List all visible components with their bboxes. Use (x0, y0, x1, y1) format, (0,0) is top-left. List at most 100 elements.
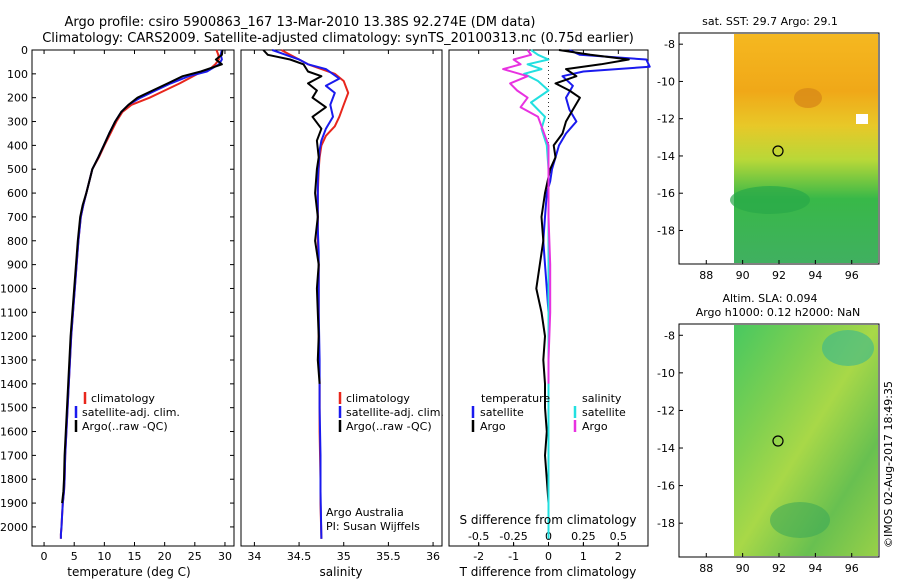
sst-missing-data (856, 114, 868, 124)
sst-map-axes: 88 90 92 94 96 -8 -10 -12 -14 -16 -18 (657, 38, 859, 282)
salinity-plot-frame (240, 49, 443, 547)
lon-tick-label: 96 (845, 562, 859, 575)
depth-tick-label: 100 (7, 68, 28, 81)
legend-climatology: climatology (91, 392, 155, 405)
depth-tick-label: 700 (7, 211, 28, 224)
sla-title-line1: Altim. SLA: 0.094 (722, 292, 817, 305)
t-diff-tick-label: -1 (508, 550, 519, 563)
lon-tick-label: 90 (736, 562, 750, 575)
sla-low-patch (822, 330, 874, 366)
depth-tick-label: 300 (7, 116, 28, 129)
lon-tick-label: 96 (845, 269, 859, 282)
figure-title-line2: Climatology: CARS2009. Satellite-adjuste… (42, 31, 634, 46)
depth-tick-label: 1900 (0, 497, 28, 510)
lon-tick-label: 94 (808, 269, 822, 282)
argo-location-marker (772, 435, 784, 447)
legend-satellite: satellite-adj. clim. (82, 406, 180, 419)
x-tick-label: 20 (158, 550, 172, 563)
t-diff-tick-label: -2 (473, 550, 484, 563)
legend-salinity-title: salinity (582, 392, 622, 405)
sst-map: sat. SST: 29.7 Argo: 29.1 88 90 92 94 96 -8 -1… (657, 15, 880, 282)
depth-tick-label: 1100 (0, 306, 28, 319)
depth-tick-label: 2000 (0, 521, 28, 534)
argo-location-marker (772, 145, 784, 157)
salinity-panel: 34 34.5 35 35.5 36 salinity climatology sate… (240, 49, 444, 579)
salinity-series (262, 49, 350, 539)
series-satellite-adj-clim (271, 49, 341, 539)
t-diff-tick-label: 0 (545, 550, 552, 563)
x-tick-label: 5 (71, 550, 78, 563)
sst-cool-patch (730, 186, 810, 214)
depth-tick-label: 400 (7, 139, 28, 152)
depth-tick-label: 500 (7, 163, 28, 176)
legend-temperature-title: temperature (481, 392, 550, 405)
depth-tick-label: 800 (7, 235, 28, 248)
depth-tick-label: 1600 (0, 426, 28, 439)
lat-tick-label: -10 (657, 75, 675, 88)
x-tick-label: 25 (188, 550, 202, 563)
x-tick-label: 35 (337, 550, 351, 563)
series-argo-raw-qc (61, 49, 224, 504)
series-argo-raw-qc (262, 49, 327, 384)
temperature-series (59, 49, 224, 539)
temperature-plot-frame (31, 49, 235, 547)
sst-warm-patch (794, 88, 822, 108)
depth-tick-label: 600 (7, 187, 28, 200)
difference-panel: -2 -1 0 1 2-0.5 -0.25 0 0.25 0.5 S difference fr… (448, 49, 651, 579)
salinity-legend: climatology satellite-adj. clim. Argo(..… (338, 392, 444, 433)
difference-legend: temperature satellite Argo salinity sate… (471, 392, 626, 433)
lon-tick-label: 88 (699, 269, 713, 282)
lat-tick-label: -8 (664, 329, 675, 342)
x-tick-label: 30 (218, 550, 232, 563)
lat-tick-label: -8 (664, 38, 675, 51)
x-tick-label: 10 (97, 550, 111, 563)
lat-tick-label: -18 (657, 517, 675, 530)
annotation-program: Argo Australia (326, 506, 404, 519)
legend-t-satellite: satellite (480, 406, 524, 419)
annotation-pi: PI: Susan Wijffels (326, 520, 420, 533)
x-tick-label: 15 (128, 550, 142, 563)
legend-argo: Argo(..raw -QC) (346, 420, 432, 433)
x-tick-label: 36 (426, 550, 440, 563)
temperature-x-label: temperature (deg C) (67, 565, 190, 579)
legend-s-argo: Argo (582, 420, 608, 433)
legend-s-satellite: satellite (582, 406, 626, 419)
depth-tick-label: 1000 (0, 282, 28, 295)
lon-tick-label: 90 (736, 269, 750, 282)
legend-satellite: satellite-adj. clim. (346, 406, 444, 419)
temperature-x-axis: 0 5 10 15 20 25 30 (41, 50, 232, 563)
s-diff-tick-label: -0.5 (468, 530, 489, 543)
sst-field (734, 34, 878, 263)
legend-argo: Argo(..raw -QC) (82, 420, 168, 433)
temperature-legend: climatology satellite-adj. clim. Argo(..… (74, 392, 180, 433)
temperature-panel: 0100200300400500600700800900100011001200… (0, 44, 648, 579)
s-diff-tick-label: 0.5 (610, 530, 628, 543)
depth-tick-label: 1300 (0, 354, 28, 367)
lon-tick-label: 92 (772, 562, 786, 575)
depth-tick-label: 1700 (0, 449, 28, 462)
series-salinity-argo (502, 49, 552, 384)
salinity-x-axis: 34 34.5 35 35.5 36 (247, 50, 440, 563)
series-temperature-argo (535, 49, 630, 504)
depth-tick-label: 900 (7, 259, 28, 272)
lon-tick-label: 88 (699, 562, 713, 575)
lat-tick-label: -18 (657, 224, 675, 237)
sla-map: Altim. SLA: 0.094 Argo h1000: 0.12 h2000… (657, 292, 880, 575)
t-diff-tick-label: 1 (580, 550, 587, 563)
legend-t-argo: Argo (480, 420, 506, 433)
figure-title-line1: Argo profile: csiro 5900863_167 13-Mar-2… (65, 15, 536, 30)
sla-low-patch-south (770, 502, 830, 538)
sst-map-title: sat. SST: 29.7 Argo: 29.1 (702, 15, 838, 28)
depth-tick-label: 200 (7, 92, 28, 105)
t-difference-label: T difference from climatology (459, 565, 637, 579)
x-tick-label: 0 (41, 550, 48, 563)
sla-title-line2: Argo h1000: 0.12 h2000: NaN (696, 306, 861, 319)
difference-x-axis: -2 -1 0 1 2-0.5 -0.25 0 0.25 0.5 (468, 50, 627, 563)
lon-tick-label: 92 (772, 269, 786, 282)
t-diff-tick-label: 2 (615, 550, 622, 563)
depth-tick-label: 1400 (0, 378, 28, 391)
lat-tick-label: -16 (657, 187, 675, 200)
lat-tick-label: -10 (657, 367, 675, 380)
x-tick-label: 34 (247, 550, 261, 563)
